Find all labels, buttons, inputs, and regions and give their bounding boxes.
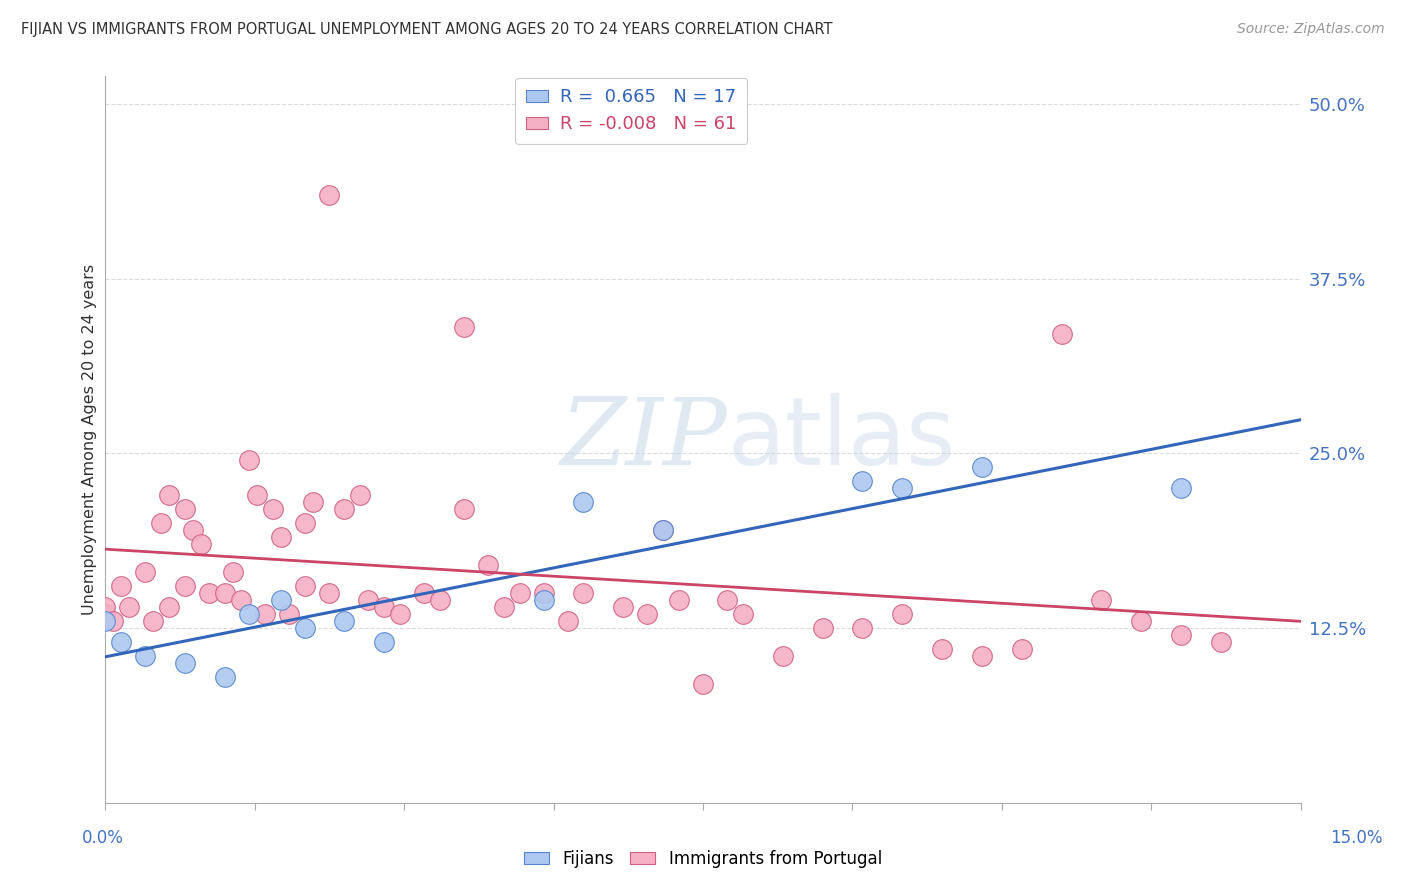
Point	[891, 481, 914, 495]
Text: atlas: atlas	[727, 393, 955, 485]
Point	[142, 614, 165, 628]
Point	[214, 586, 236, 600]
Point	[222, 565, 245, 579]
Point	[294, 579, 316, 593]
Point	[533, 593, 555, 607]
Point	[453, 502, 475, 516]
Point	[94, 607, 117, 621]
Point	[262, 502, 284, 516]
Point	[157, 600, 180, 615]
Text: Source: ZipAtlas.com: Source: ZipAtlas.com	[1237, 22, 1385, 37]
Point	[270, 530, 292, 544]
Point	[851, 621, 873, 635]
Legend: R =  0.665   N = 17, R = -0.008   N = 61: R = 0.665 N = 17, R = -0.008 N = 61	[515, 78, 748, 145]
Point	[294, 516, 316, 531]
Point	[357, 593, 380, 607]
Point	[190, 537, 212, 551]
Point	[652, 523, 675, 537]
Point	[891, 607, 914, 621]
Point	[692, 677, 714, 691]
Text: 15.0%: 15.0%	[1330, 829, 1384, 847]
Point	[652, 523, 675, 537]
Point	[174, 579, 197, 593]
Point	[318, 187, 340, 202]
Text: FIJIAN VS IMMIGRANTS FROM PORTUGAL UNEMPLOYMENT AMONG AGES 20 TO 24 YEARS CORREL: FIJIAN VS IMMIGRANTS FROM PORTUGAL UNEMP…	[21, 22, 832, 37]
Point	[301, 495, 323, 509]
Point	[1090, 593, 1112, 607]
Point	[453, 320, 475, 334]
Point	[270, 593, 292, 607]
Point	[181, 523, 204, 537]
Point	[509, 586, 531, 600]
Point	[1130, 614, 1153, 628]
Point	[1011, 642, 1033, 657]
Point	[294, 621, 316, 635]
Point	[477, 558, 499, 573]
Point	[238, 607, 260, 621]
Point	[1050, 327, 1073, 342]
Point	[229, 593, 252, 607]
Point	[572, 495, 595, 509]
Point	[413, 586, 436, 600]
Point	[157, 488, 180, 502]
Point	[373, 600, 395, 615]
Text: 0.0%: 0.0%	[82, 829, 124, 847]
Point	[94, 614, 117, 628]
Point	[1170, 481, 1192, 495]
Point	[174, 656, 197, 670]
Point	[492, 600, 515, 615]
Point	[214, 670, 236, 684]
Point	[246, 488, 269, 502]
Point	[318, 586, 340, 600]
Point	[94, 600, 117, 615]
Point	[1170, 628, 1192, 642]
Point	[110, 635, 132, 649]
Point	[333, 502, 356, 516]
Point	[811, 621, 834, 635]
Point	[572, 586, 595, 600]
Legend: Fijians, Immigrants from Portugal: Fijians, Immigrants from Portugal	[517, 844, 889, 875]
Point	[716, 593, 738, 607]
Y-axis label: Unemployment Among Ages 20 to 24 years: Unemployment Among Ages 20 to 24 years	[82, 264, 97, 615]
Point	[118, 600, 141, 615]
Point	[851, 475, 873, 489]
Point	[931, 642, 953, 657]
Point	[557, 614, 579, 628]
Point	[373, 635, 395, 649]
Point	[970, 648, 993, 663]
Point	[636, 607, 658, 621]
Point	[150, 516, 173, 531]
Point	[668, 593, 690, 607]
Text: ZIP: ZIP	[560, 394, 727, 484]
Point	[134, 565, 156, 579]
Point	[198, 586, 221, 600]
Point	[134, 648, 156, 663]
Point	[110, 579, 132, 593]
Point	[253, 607, 276, 621]
Point	[103, 614, 125, 628]
Point	[349, 488, 371, 502]
Point	[772, 648, 794, 663]
Point	[970, 460, 993, 475]
Point	[429, 593, 451, 607]
Point	[333, 614, 356, 628]
Point	[1209, 635, 1232, 649]
Point	[238, 453, 260, 467]
Point	[389, 607, 412, 621]
Point	[174, 502, 197, 516]
Point	[533, 586, 555, 600]
Point	[277, 607, 299, 621]
Point	[612, 600, 634, 615]
Point	[731, 607, 754, 621]
